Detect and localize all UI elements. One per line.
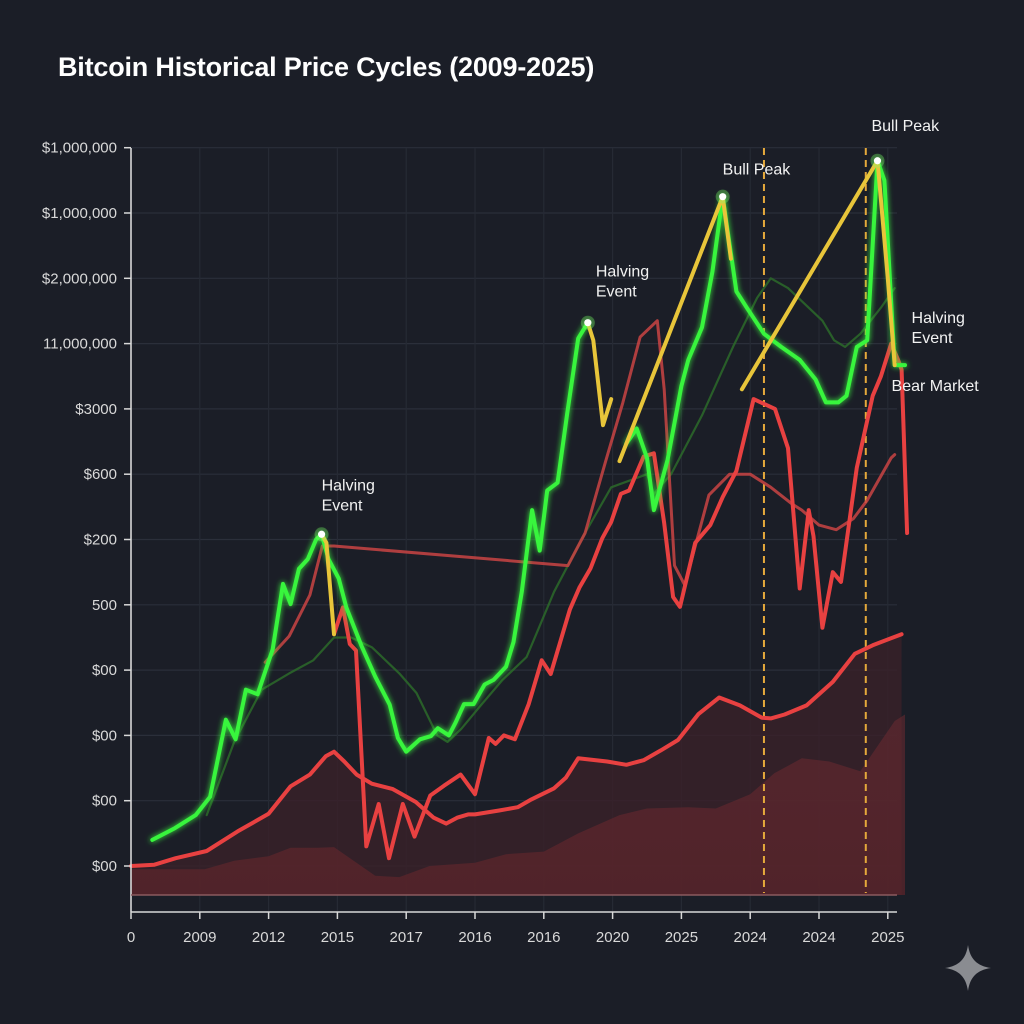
annotation-label: Bear Market: [892, 378, 980, 395]
annotation-line: Halving: [912, 310, 965, 327]
y-tick-label: $00: [92, 858, 117, 875]
series-line-price-correction-phase: [585, 320, 614, 428]
vertical-markers: [762, 148, 867, 893]
annotation-label: Bull Peak: [871, 118, 940, 135]
y-tick-label: $200: [84, 532, 117, 549]
y-tick-label: $1,000,000: [42, 205, 117, 222]
annotation-line: Bull Peak: [723, 162, 792, 179]
annotation-label: Halving Event: [322, 477, 375, 514]
y-tick-label: $00: [92, 662, 117, 679]
peak-marker: [317, 530, 326, 538]
x-tick-label: 2025: [665, 929, 698, 946]
x-tick-label: 2017: [390, 929, 423, 946]
x-tick-label: 2020: [596, 929, 629, 946]
annotation-label: Halving Event: [596, 264, 649, 301]
annotation-label: Halving Event: [912, 310, 965, 347]
x-tick-label: 2012: [252, 929, 285, 946]
annotation-line: Halving: [322, 477, 375, 494]
series-line-price-bear-phase: [129, 632, 904, 868]
chart-title: Bitcoin Historical Price Cycles (2009-20…: [58, 52, 595, 82]
x-tick-label: 0: [127, 929, 135, 946]
annotation-line: Bear Market: [892, 378, 980, 395]
x-tick-label: 2009: [183, 929, 216, 946]
area-layer: [131, 634, 905, 895]
sparkle-icon: [945, 945, 991, 991]
trend-area: [131, 714, 905, 895]
annotation-line: Event: [596, 284, 637, 301]
y-tick-label: $600: [84, 466, 117, 483]
annotation-line: Event: [912, 330, 953, 347]
y-tick-label: 500: [92, 597, 117, 614]
x-tick-label: 2024: [802, 929, 835, 946]
series-line-price-bull-phase: [150, 320, 590, 842]
y-tick-label: $2,000,000: [42, 270, 117, 287]
y-tick-label: $00: [92, 793, 117, 810]
axes: [130, 148, 897, 913]
annotation-line: Halving: [596, 264, 649, 281]
series-line-price-bull-phase-continued: [624, 158, 907, 513]
peak-marker: [719, 193, 727, 201]
x-tick-label: 2025: [871, 929, 904, 946]
peak-marker: [873, 157, 882, 165]
series-line-price-correction-phase: [739, 158, 897, 392]
series-line-moving-average-red: [263, 319, 897, 664]
x-tick-label: 2015: [321, 929, 354, 946]
x-tick-label: 2016: [458, 929, 491, 946]
y-tick-label: $3000: [75, 401, 117, 418]
y-axis-ticks: $00 $00 $00 $00 500 $200 $600 $3000 11,000,000 $2…: [42, 140, 131, 875]
y-tick-label: 11,000,000: [43, 336, 117, 353]
peak-markers: [314, 153, 885, 542]
annotations: Halving Event Halving Event Bull Peak Bull Pe…: [322, 118, 980, 515]
annotation-line: Event: [322, 497, 363, 514]
annotation-label: Bull Peak: [723, 162, 792, 179]
x-tick-label: 2024: [734, 929, 767, 946]
series-layer: [129, 158, 910, 868]
series-line-price-crash-path: [332, 341, 910, 861]
y-tick-label: $00: [92, 727, 117, 744]
series-line-price-correction-phase: [319, 532, 336, 637]
x-tick-label: 2016: [527, 929, 560, 946]
peak-marker: [584, 319, 592, 327]
y-tick-label: $1,000,000: [42, 140, 117, 157]
x-axis-ticks: 0 2009 2012 2015 2017 2016 2016 2020 2025 2024 202…: [127, 912, 904, 946]
annotation-line: Bull Peak: [871, 118, 940, 135]
